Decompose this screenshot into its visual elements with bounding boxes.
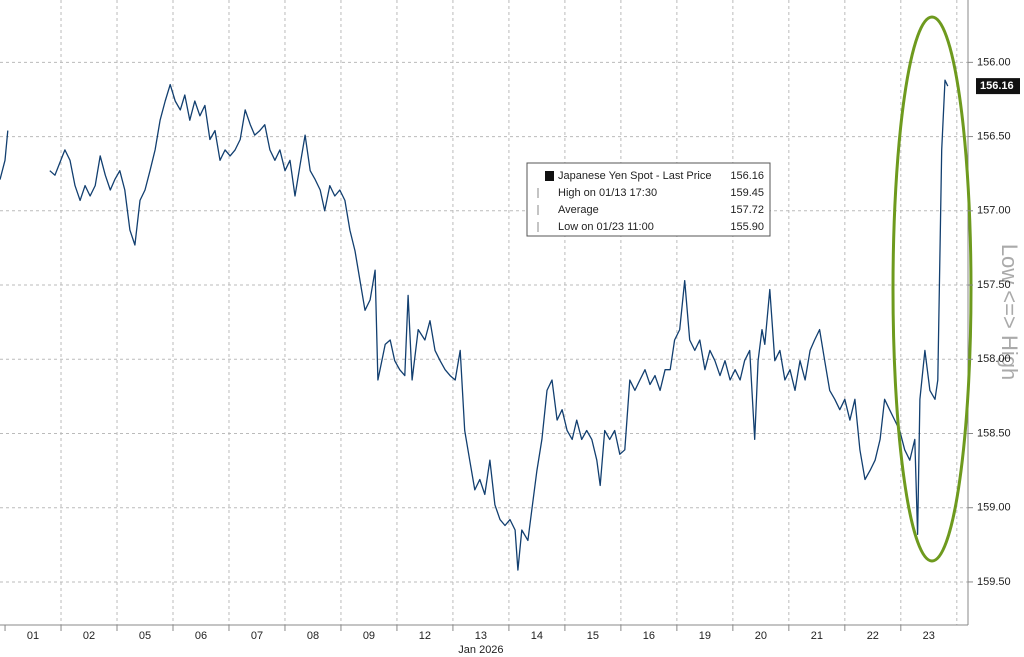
price-line [0,79,949,571]
x-tick-label: 08 [307,630,319,642]
legend: Japanese Yen Spot - Last Price 156.16 High… [526,162,771,237]
x-tick-label: 22 [867,630,879,642]
legend-name: Average [558,204,599,216]
y-tick-label: 157.50 [977,279,1011,291]
y-tick-label: 158.50 [977,427,1011,439]
highlight-ellipse [891,15,973,563]
x-tick-label: 23 [923,630,935,642]
x-tick-label: 13 [475,630,487,642]
x-tick-label: 19 [699,630,711,642]
grid [0,0,968,625]
legend-name: Japanese Yen Spot - Last Price [558,170,712,182]
x-tick-label: 09 [363,630,375,642]
y-tick-label: 159.50 [977,576,1011,588]
x-tick-label: 12 [419,630,431,642]
plot [0,79,949,571]
legend-value: 157.72 [730,204,764,216]
x-tick-label: 02 [83,630,95,642]
y-axis-title: Low <=> High [997,244,1022,380]
legend-name: Low on 01/23 11:00 [558,221,654,233]
legend-value: 156.16 [730,170,764,182]
legend-value: 159.45 [730,187,764,199]
y-tick-label: 156.00 [977,56,1011,68]
y-tick-label: 157.00 [977,205,1011,217]
legend-swatch [545,171,554,181]
x-tick-label: 16 [643,630,655,642]
x-tick-label: 21 [811,630,823,642]
x-tick-label: 07 [251,630,263,642]
y-tick-label: 156.50 [977,130,1011,142]
x-tick-label: 20 [755,630,767,642]
last-price-tag [976,78,1020,95]
x-tick-label: 14 [531,630,543,642]
x-tick-label: 06 [195,630,207,642]
x-axis-title: Jan 2026 [458,644,503,656]
last-price-label: 156.16 [980,80,1014,92]
x-tick-label: 01 [27,630,39,642]
x-tick-label: 15 [587,630,599,642]
legend-name: High on 01/13 17:30 [558,187,657,199]
y-tick-label: 159.00 [977,502,1011,514]
x-tick-label: 05 [139,630,151,642]
legend-box [526,162,771,237]
legend-value: 155.90 [730,221,764,233]
y-tick-label: 158.00 [977,353,1011,365]
